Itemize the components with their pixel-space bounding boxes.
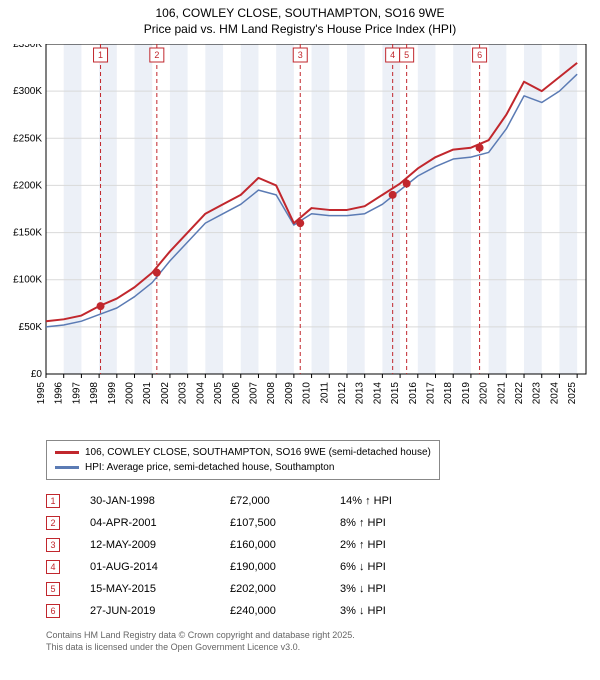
transaction-price: £160,000	[230, 539, 340, 551]
svg-text:£150K: £150K	[13, 228, 42, 239]
legend-label-2: HPI: Average price, semi-detached house,…	[85, 460, 334, 475]
svg-text:£300K: £300K	[13, 86, 42, 97]
transaction-diff: 2% ↑ HPI	[340, 539, 440, 551]
transaction-marker: 3	[46, 538, 60, 552]
svg-text:2005: 2005	[213, 382, 224, 405]
svg-text:2022: 2022	[514, 382, 525, 405]
svg-text:2: 2	[154, 50, 159, 60]
svg-text:2021: 2021	[496, 382, 507, 405]
transaction-diff: 14% ↑ HPI	[340, 495, 440, 507]
transaction-price: £190,000	[230, 561, 340, 573]
transaction-row: 1 30-JAN-1998£72,00014% ↑ HPI	[46, 490, 440, 512]
svg-text:2013: 2013	[355, 382, 366, 405]
svg-text:2003: 2003	[178, 382, 189, 405]
svg-text:2001: 2001	[142, 382, 153, 405]
transaction-row: 3 12-MAY-2009£160,0002% ↑ HPI	[46, 534, 440, 556]
chart-title: 106, COWLEY CLOSE, SOUTHAMPTON, SO16 9WE…	[0, 0, 600, 37]
svg-text:2011: 2011	[319, 382, 330, 404]
transaction-date: 01-AUG-2014	[90, 561, 230, 573]
transaction-date: 12-MAY-2009	[90, 539, 230, 551]
transaction-price: £72,000	[230, 495, 340, 507]
svg-text:2002: 2002	[160, 382, 171, 405]
transaction-price: £240,000	[230, 605, 340, 617]
svg-text:1998: 1998	[89, 382, 100, 405]
svg-text:2008: 2008	[266, 382, 277, 405]
transaction-marker: 5	[46, 582, 60, 596]
line-chart-svg: £0 £50K £100K £150K £200K £250K £300K £350K 1995…	[0, 44, 600, 434]
svg-text:2020: 2020	[479, 382, 490, 405]
svg-text:1999: 1999	[107, 382, 118, 405]
svg-text:2025: 2025	[567, 382, 578, 405]
transaction-marker: 6	[46, 604, 60, 618]
svg-text:1997: 1997	[71, 382, 82, 405]
title-line-2: Price paid vs. HM Land Registry's House …	[0, 22, 600, 38]
transaction-diff: 3% ↓ HPI	[340, 583, 440, 595]
svg-text:2019: 2019	[461, 382, 472, 405]
transaction-row: 2 04-APR-2001£107,5008% ↑ HPI	[46, 512, 440, 534]
transaction-marker: 4	[46, 560, 60, 574]
legend-swatch-2	[55, 466, 79, 469]
transaction-row: 4 01-AUG-2014£190,0006% ↓ HPI	[46, 556, 440, 578]
legend-label-1: 106, COWLEY CLOSE, SOUTHAMPTON, SO16 9WE…	[85, 445, 431, 460]
svg-text:£0: £0	[31, 369, 43, 380]
transaction-row: 6 27-JUN-2019£240,0003% ↓ HPI	[46, 600, 440, 622]
transaction-diff: 3% ↓ HPI	[340, 605, 440, 617]
title-line-1: 106, COWLEY CLOSE, SOUTHAMPTON, SO16 9WE	[0, 6, 600, 22]
chart-area: £0 £50K £100K £150K £200K £250K £300K £350K 1995…	[0, 44, 600, 434]
svg-text:2010: 2010	[302, 382, 313, 405]
transaction-marker: 1	[46, 494, 60, 508]
transaction-date: 04-APR-2001	[90, 517, 230, 529]
footer-line-1: Contains HM Land Registry data © Crown c…	[46, 630, 355, 642]
transaction-date: 30-JAN-1998	[90, 495, 230, 507]
svg-text:1: 1	[98, 50, 103, 60]
svg-text:3: 3	[298, 50, 303, 60]
svg-text:6: 6	[477, 50, 482, 60]
svg-text:2000: 2000	[125, 382, 136, 405]
transaction-row: 5 15-MAY-2015£202,0003% ↓ HPI	[46, 578, 440, 600]
svg-text:£200K: £200K	[13, 180, 42, 191]
svg-text:5: 5	[404, 50, 409, 60]
svg-text:1995: 1995	[36, 382, 47, 405]
footer: Contains HM Land Registry data © Crown c…	[46, 630, 355, 653]
transactions-table: 1 30-JAN-1998£72,00014% ↑ HPI 2 04-APR-2001…	[46, 490, 440, 622]
legend-row-1: 106, COWLEY CLOSE, SOUTHAMPTON, SO16 9WE…	[55, 445, 431, 460]
svg-text:2024: 2024	[549, 382, 560, 405]
svg-text:2016: 2016	[408, 382, 419, 405]
transaction-price: £202,000	[230, 583, 340, 595]
svg-text:4: 4	[390, 50, 395, 60]
svg-text:2007: 2007	[248, 382, 259, 405]
svg-text:£250K: £250K	[13, 133, 42, 144]
svg-text:2015: 2015	[390, 382, 401, 405]
legend-row-2: HPI: Average price, semi-detached house,…	[55, 460, 431, 475]
svg-text:2023: 2023	[532, 382, 543, 405]
svg-text:2014: 2014	[372, 382, 383, 405]
legend: 106, COWLEY CLOSE, SOUTHAMPTON, SO16 9WE…	[46, 440, 440, 480]
svg-text:2009: 2009	[284, 382, 295, 405]
transaction-date: 27-JUN-2019	[90, 605, 230, 617]
svg-text:2017: 2017	[426, 382, 437, 405]
footer-line-2: This data is licensed under the Open Gov…	[46, 642, 355, 654]
transaction-price: £107,500	[230, 517, 340, 529]
transaction-diff: 8% ↑ HPI	[340, 517, 440, 529]
svg-text:2006: 2006	[231, 382, 242, 405]
svg-text:1996: 1996	[54, 382, 65, 405]
svg-text:2004: 2004	[195, 382, 206, 405]
svg-text:£100K: £100K	[13, 275, 42, 286]
transaction-diff: 6% ↓ HPI	[340, 561, 440, 573]
svg-text:£50K: £50K	[19, 322, 43, 333]
legend-swatch-1	[55, 451, 79, 454]
svg-text:£350K: £350K	[13, 44, 42, 50]
svg-text:2012: 2012	[337, 382, 348, 405]
svg-text:2018: 2018	[443, 382, 454, 405]
transaction-date: 15-MAY-2015	[90, 583, 230, 595]
transaction-marker: 2	[46, 516, 60, 530]
